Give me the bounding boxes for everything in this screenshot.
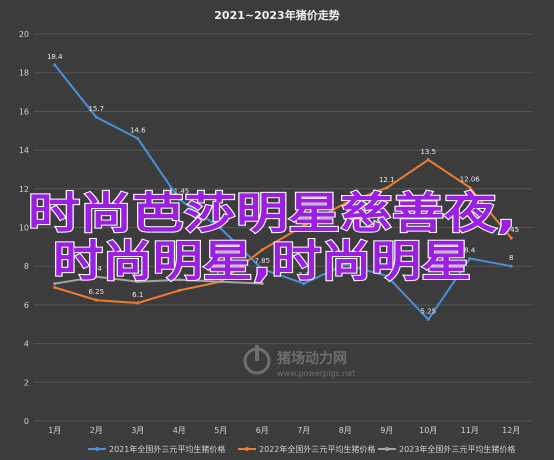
y-tick-label: 18	[19, 69, 29, 78]
grid-layer	[34, 33, 532, 422]
data-label: 6.1	[132, 291, 143, 299]
series-point	[136, 301, 140, 305]
data-label: 8	[509, 254, 513, 262]
series-point	[302, 224, 306, 228]
data-label: 5.25	[420, 307, 436, 315]
y-tick-label: 8	[24, 262, 29, 271]
series-line-3	[54, 275, 263, 285]
y-tick-label: 4	[24, 340, 29, 349]
data-label: 7.1	[298, 272, 309, 280]
data-label: 9.95	[213, 216, 229, 224]
series-point	[260, 248, 264, 252]
x-tick-label: 8月	[339, 426, 352, 435]
x-tick-label: 10月	[419, 426, 437, 435]
legend-marker	[245, 447, 249, 451]
data-label: 6.25	[88, 288, 104, 296]
y-tick-label: 12	[19, 185, 29, 194]
series-point	[177, 278, 181, 282]
x-tick-label: 6月	[256, 426, 269, 435]
series-point	[177, 288, 181, 292]
x-tick-label: 11月	[461, 426, 479, 435]
x-tick-label: 12月	[502, 426, 520, 435]
series-point	[468, 256, 472, 260]
data-label: 8.4	[464, 246, 476, 254]
data-label: 15.7	[88, 105, 104, 113]
series-point	[94, 298, 98, 302]
data-label: 7.85	[254, 257, 270, 265]
y-tick-label: 10	[19, 224, 29, 233]
series-line-1	[54, 64, 512, 321]
series-point	[343, 201, 347, 205]
series-point	[468, 186, 472, 190]
series-point	[136, 280, 140, 284]
watermark-brand: 猪场动力网	[276, 350, 347, 367]
axis-layer: 0 2 4 6 8 10 12 14 16 18 20 1月 2月 3月 4月 5月 6月 7月 8月 9月 10月 11…	[19, 30, 521, 435]
x-tick-label: 1月	[48, 426, 61, 435]
series-point	[509, 236, 513, 240]
data-label: 7.5	[381, 264, 392, 272]
series-point	[385, 186, 389, 190]
legend-label: 2021年全国外三元平均生猪价格	[109, 444, 225, 454]
series-line-2	[54, 158, 513, 304]
label-layer: 18.4 15.7 14.6 11.45 9.95 7.85 7.1 7.5 5.25 8.4 8 6…	[47, 53, 519, 315]
series-point	[426, 317, 430, 321]
x-tick-label: 2月	[90, 426, 103, 435]
data-label: 7.2	[132, 270, 143, 278]
y-tick-label: 6	[24, 301, 29, 310]
x-tick-label: 9月	[380, 426, 393, 435]
legend-marker	[95, 447, 99, 451]
series-point	[260, 267, 264, 271]
x-tick-label: 5月	[214, 426, 227, 435]
series-point	[136, 136, 140, 140]
legend-label: 2023年全国外三元平均生猪价格	[399, 444, 515, 454]
series-point	[219, 280, 223, 284]
chart-title: 2021~2023年猪价走势	[214, 8, 339, 22]
series-point	[53, 63, 57, 67]
series-layer	[53, 63, 513, 321]
series-point	[177, 197, 181, 201]
series-point	[94, 115, 98, 119]
y-tick-label: 16	[19, 107, 29, 116]
data-label: 11.45	[169, 187, 189, 195]
series-point	[343, 262, 347, 266]
overlay-text-group: 时尚芭莎明星慈善夜, 时尚明星,时尚明星	[27, 188, 517, 288]
y-tick-label: 2	[24, 378, 29, 387]
data-label: 7.4	[91, 265, 103, 273]
series-point	[509, 264, 513, 268]
watermark: 猪场动力网 www.powerpigs.net	[243, 345, 355, 378]
y-tick-label: 0	[24, 417, 29, 426]
series-point	[94, 275, 98, 279]
x-tick-label: 7月	[297, 426, 310, 435]
series-point	[302, 282, 306, 286]
legend-label: 2022年全国外三元平均生猪价格	[259, 444, 375, 454]
data-label: 12.06	[460, 176, 481, 184]
x-tick-label: 4月	[173, 426, 186, 435]
data-label: 14.6	[130, 126, 146, 134]
overlay-text-line1: 时尚芭莎明星慈善夜,	[28, 189, 516, 239]
overlay-text-line2: 时尚明星,时尚明星	[53, 237, 471, 287]
data-label: 13.5	[420, 148, 436, 156]
y-tick-label: 14	[19, 146, 29, 155]
watermark-url: www.powerpigs.net	[277, 369, 355, 378]
series-point	[426, 158, 430, 162]
x-tick-label: 3月	[131, 426, 144, 435]
y-tick-label: 20	[19, 30, 29, 39]
legend: 2021年全国外三元平均生猪价格 2022年全国外三元平均生猪价格 2023年全国外…	[88, 444, 515, 454]
series-point	[260, 282, 264, 286]
series-point	[385, 274, 389, 278]
data-label: 12.1	[379, 176, 395, 184]
data-label: 9.45	[503, 226, 519, 234]
legend-marker	[385, 447, 389, 451]
data-label: 7.2	[215, 270, 226, 278]
series-point	[53, 282, 57, 286]
series-point	[219, 226, 223, 230]
data-label: 18.4	[47, 53, 63, 61]
series-point	[53, 285, 57, 289]
watermark-logo-bar	[255, 345, 259, 361]
